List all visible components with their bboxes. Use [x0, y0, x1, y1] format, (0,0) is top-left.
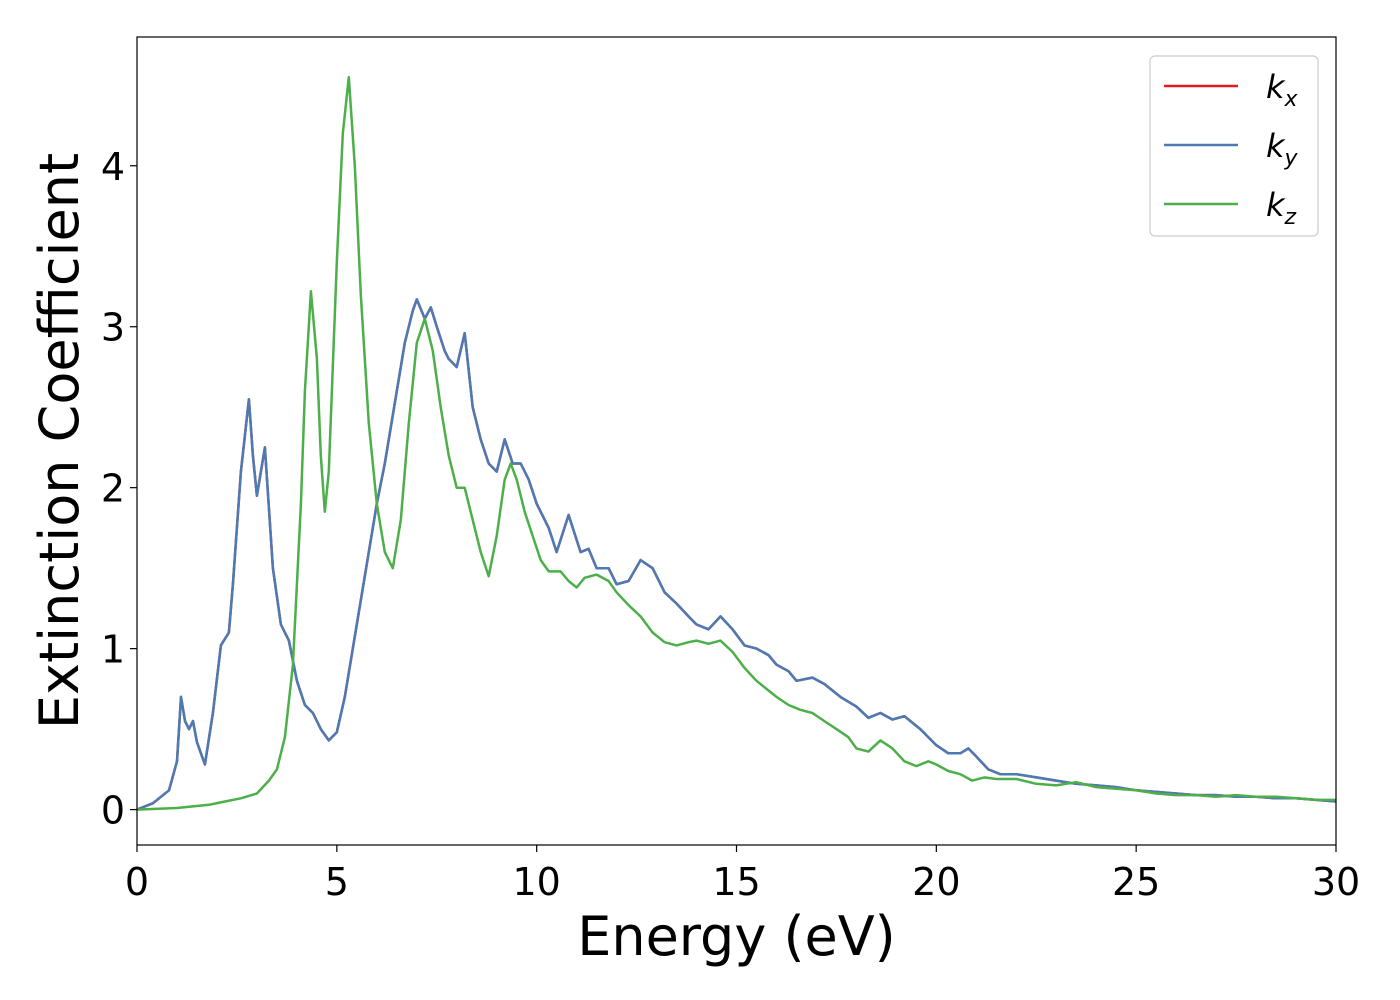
y-tick-label: 4 — [101, 145, 125, 189]
plot-area — [137, 75, 1336, 811]
x-tick-label: 25 — [1112, 860, 1160, 904]
x-tick-label: 20 — [912, 860, 960, 904]
y-tick-label: 2 — [101, 467, 125, 511]
x-tick-label: 15 — [712, 860, 760, 904]
x-tick-label: 5 — [325, 860, 349, 904]
y-tick-label: 1 — [101, 628, 125, 672]
axes: 0 5 10 15 20 25 30 0 1 2 3 4 — [101, 36, 1360, 904]
legend-label-z: kz — [1266, 186, 1297, 230]
x-tick-label: 30 — [1312, 860, 1360, 904]
legend: kx ky kz — [1149, 55, 1319, 237]
series-line-y — [137, 298, 1336, 811]
legend-label-x: kx — [1266, 68, 1299, 112]
x-tick-label: 0 — [125, 860, 149, 904]
y-axis-title: Extinction Coefficient — [28, 153, 91, 729]
x-tick-label: 10 — [512, 860, 560, 904]
y-tick-label: 3 — [101, 306, 125, 350]
x-axis-title: Energy (eV) — [577, 905, 896, 968]
series-line-z — [137, 75, 1336, 811]
legend-label-y: ky — [1266, 127, 1299, 171]
y-tick-label: 0 — [101, 789, 125, 833]
